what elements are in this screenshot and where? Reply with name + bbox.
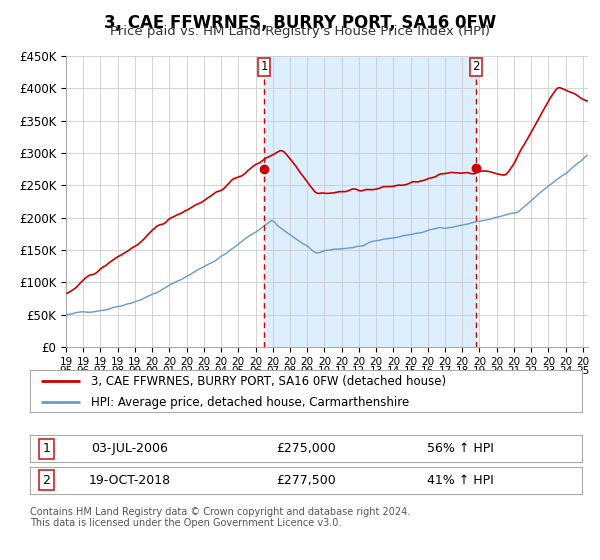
Text: 3, CAE FFWRNES, BURRY PORT, SA16 0FW (detached house): 3, CAE FFWRNES, BURRY PORT, SA16 0FW (de… (91, 375, 446, 388)
Text: £275,000: £275,000 (276, 442, 336, 455)
Text: 41% ↑ HPI: 41% ↑ HPI (427, 474, 494, 487)
Text: 3, CAE FFWRNES, BURRY PORT, SA16 0FW: 3, CAE FFWRNES, BURRY PORT, SA16 0FW (104, 14, 496, 32)
Text: 1: 1 (260, 60, 268, 73)
Bar (264, 56, 476, 347)
Text: £277,500: £277,500 (276, 474, 336, 487)
Text: Contains HM Land Registry data © Crown copyright and database right 2024.: Contains HM Land Registry data © Crown c… (30, 507, 410, 517)
Text: 03-JUL-2006: 03-JUL-2006 (91, 442, 168, 455)
Text: HPI: Average price, detached house, Carmarthenshire: HPI: Average price, detached house, Carm… (91, 396, 409, 409)
Text: 19-OCT-2018: 19-OCT-2018 (88, 474, 170, 487)
Text: 2: 2 (43, 474, 50, 487)
Text: This data is licensed under the Open Government Licence v3.0.: This data is licensed under the Open Gov… (30, 518, 341, 528)
Text: 1: 1 (43, 442, 50, 455)
Text: 2: 2 (472, 60, 480, 73)
Text: Price paid vs. HM Land Registry's House Price Index (HPI): Price paid vs. HM Land Registry's House … (110, 25, 490, 38)
Text: 56% ↑ HPI: 56% ↑ HPI (427, 442, 494, 455)
